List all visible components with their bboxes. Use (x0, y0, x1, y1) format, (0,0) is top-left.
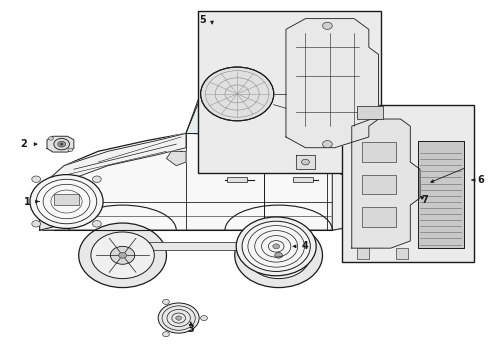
Circle shape (79, 223, 166, 288)
Circle shape (158, 303, 199, 333)
Circle shape (162, 332, 169, 337)
Bar (395, 248, 407, 259)
Bar (108, 242, 278, 250)
Bar (361, 175, 395, 194)
Circle shape (92, 176, 101, 183)
Circle shape (200, 316, 207, 320)
Circle shape (58, 141, 65, 147)
Text: 1: 1 (24, 197, 31, 207)
Circle shape (92, 221, 101, 227)
Circle shape (246, 232, 310, 279)
Text: 3: 3 (187, 324, 194, 334)
Circle shape (54, 138, 69, 150)
Circle shape (48, 136, 53, 140)
Circle shape (119, 252, 126, 258)
Text: 5: 5 (199, 15, 206, 26)
Polygon shape (166, 151, 185, 166)
Polygon shape (185, 72, 336, 137)
Circle shape (274, 252, 282, 258)
Polygon shape (285, 19, 378, 148)
Circle shape (322, 22, 331, 30)
Polygon shape (351, 119, 419, 248)
Bar (293, 177, 312, 182)
Bar (44, 185, 79, 194)
Polygon shape (40, 187, 54, 230)
Bar (341, 105, 473, 262)
Bar (417, 140, 463, 248)
Circle shape (301, 159, 309, 165)
Circle shape (322, 140, 331, 148)
Circle shape (60, 143, 63, 145)
Polygon shape (331, 169, 356, 230)
Circle shape (110, 246, 135, 264)
Polygon shape (327, 98, 336, 134)
Circle shape (32, 176, 41, 183)
Text: 4: 4 (302, 241, 308, 251)
Circle shape (68, 148, 73, 152)
Bar (361, 207, 395, 226)
Bar (44, 187, 88, 209)
Circle shape (162, 300, 169, 305)
Circle shape (272, 244, 279, 249)
Bar (356, 248, 368, 259)
Bar (361, 142, 395, 162)
Text: 6: 6 (477, 175, 484, 185)
Polygon shape (40, 72, 356, 230)
Circle shape (175, 316, 181, 320)
Text: 2: 2 (20, 139, 27, 149)
Circle shape (91, 232, 154, 279)
Bar (227, 177, 246, 182)
Circle shape (236, 217, 316, 276)
Bar (417, 140, 463, 248)
Circle shape (32, 221, 41, 227)
Polygon shape (47, 136, 74, 152)
Circle shape (266, 246, 290, 264)
Bar (54, 194, 79, 205)
Bar (356, 107, 383, 119)
Circle shape (200, 67, 273, 121)
Circle shape (36, 179, 97, 224)
Polygon shape (205, 72, 336, 101)
Circle shape (242, 221, 310, 271)
Polygon shape (295, 155, 315, 169)
Circle shape (30, 175, 103, 228)
Circle shape (234, 223, 322, 288)
Polygon shape (40, 134, 185, 198)
Bar (198, 12, 380, 173)
Text: 7: 7 (421, 195, 427, 205)
